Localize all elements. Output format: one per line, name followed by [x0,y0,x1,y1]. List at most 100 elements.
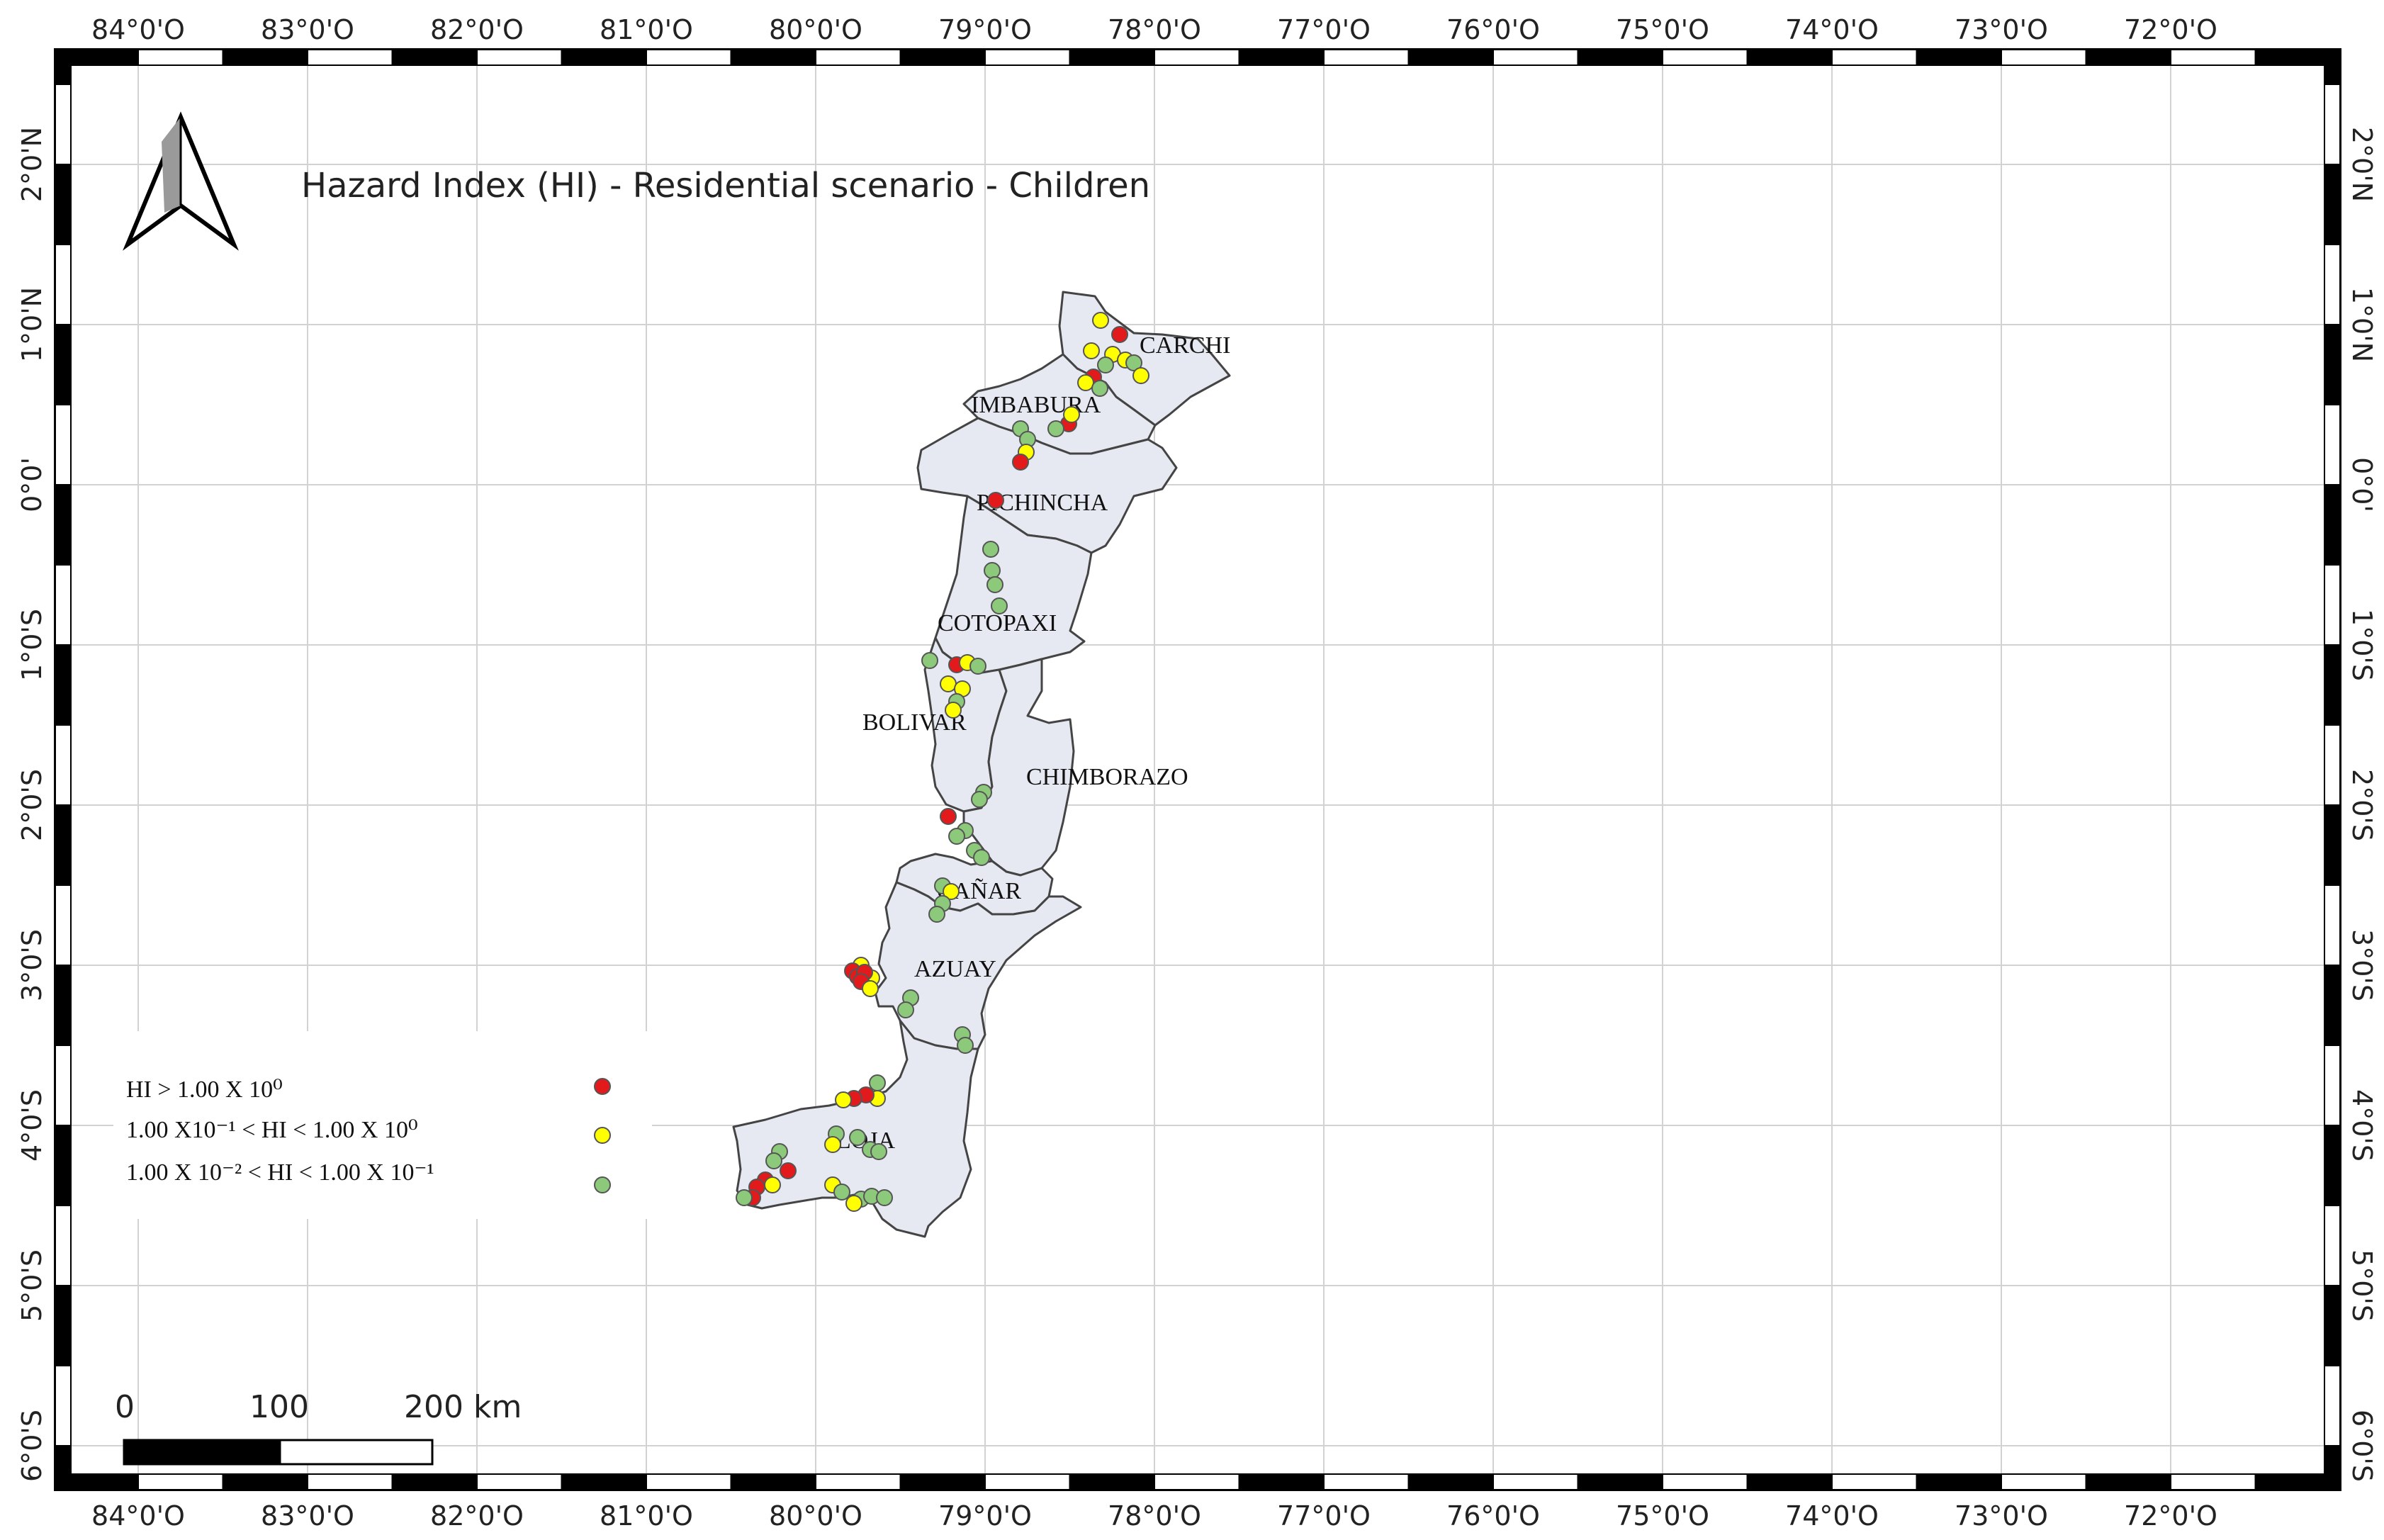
frame-tick-right [2324,1445,2341,1490]
frame-tick-bottom [984,1473,1071,1490]
frame-tick-bottom [2170,1473,2256,1490]
frame-tick-top [1577,49,1663,66]
frame-tick-top [2001,49,2087,66]
top-axis-label: 76°0'O [1446,14,1540,45]
point-high [987,492,1004,509]
top-axis-label: 79°0'O [938,14,1032,45]
frame-tick-left [55,84,72,165]
top-axis-label: 72°0'O [2124,14,2217,45]
point-low [928,906,945,923]
frame-tick-right [2324,884,2341,966]
frame-tick-right [2324,164,2341,245]
sample-points [736,312,1149,1212]
frame-tick-right [2324,244,2341,325]
point-high [940,808,957,825]
frame-tick-top [1238,49,1325,66]
frame-tick-top [1492,49,1579,66]
province-label-azuay: AZUAY [914,956,996,982]
point-medium [845,1195,862,1212]
frame-tick-bottom [1069,1473,1155,1490]
scale-bar-segment-dark [123,1439,281,1466]
frame-tick-bottom [815,1473,901,1490]
right-axis-labels: 2°0'N 1°0'N 0°0' 1°0'S 2°0'S 3°0'S 4°0'S 5°0'S 6… [2346,127,2378,1482]
frame-tick-top [1662,49,1748,66]
frame-tick-top [646,49,732,66]
top-axis-labels: 84°0'O 83°0'O 82°0'O 81°0'O 80°0'O 79°0'O 78°0… [91,14,2217,45]
map-frame [54,48,2341,1491]
frame-tick-right [2324,724,2341,806]
top-axis-label: 84°0'O [91,14,185,45]
top-axis-label: 74°0'O [1785,14,1879,45]
point-low [984,562,1001,579]
frame-tick-bottom [222,1473,308,1490]
point-low [897,1001,914,1018]
left-axis-label: 6°0'S [16,1410,47,1482]
frame-tick-top [815,49,901,66]
frame-tick-right [2324,1205,2341,1286]
bottom-axis-label: 76°0'O [1446,1500,1540,1531]
point-low [973,849,990,866]
right-axis-label: 1°0'N [2346,287,2378,362]
frame-tick-bottom [1407,1473,1494,1490]
right-axis-label: 0°0' [2346,457,2378,512]
left-axis-labels: 2°0'N 1°0'N 0°0' 1°0'S 2°0'S 3°0'S 4°0'S 5°0'S 6… [16,127,47,1482]
province-label-chimborazo: CHIMBORAZO [1026,764,1188,790]
point-high [1111,326,1128,343]
frame-tick-top [391,49,478,66]
legend: HI > 1.00 X 10⁰ 1.00 X10⁻¹ < HI < 1.00 X… [113,1031,652,1219]
legend-label-medium: 1.00 X10⁻¹ < HI < 1.00 X 10⁰ [126,1117,418,1143]
point-medium [1092,312,1109,329]
frame-tick-right [2324,84,2341,165]
top-axis-label: 77°0'O [1277,14,1371,45]
frame-tick-bottom [476,1473,563,1490]
frame-tick-top [561,49,647,66]
frame-tick-bottom [730,1473,816,1490]
frame-tick-bottom [137,1473,224,1490]
right-axis-label: 3°0'S [2346,929,2378,1001]
bottom-axis-label: 81°0'O [600,1500,693,1531]
top-axis-label: 78°0'O [1108,14,1201,45]
left-axis-label: 4°0'S [16,1089,47,1162]
frame-tick-left [55,1365,72,1446]
left-axis-label: 2°0'N [16,127,47,202]
right-axis-label: 5°0'S [2346,1249,2378,1322]
frame-tick-bottom [1746,1473,1833,1490]
frame-tick-bottom [391,1473,478,1490]
left-axis-label: 1°0'N [16,287,47,362]
frame-tick-right [2324,404,2341,485]
point-medium [764,1176,781,1193]
point-medium [862,980,879,997]
legend-label-high: HI > 1.00 X 10⁰ [126,1077,283,1103]
frame-tick-bottom [1238,1473,1325,1490]
point-medium [1083,342,1100,359]
frame-tick-bottom [1154,1473,1240,1490]
frame-tick-right [2324,49,2341,85]
frame-tick-bottom [1831,1473,1918,1490]
frame-tick-top [476,49,563,66]
legend-box [113,1031,652,1219]
frame-tick-top [1154,49,1240,66]
point-low [991,597,1008,614]
point-medium [943,883,960,900]
point-low [833,1184,850,1201]
frame-tick-bottom [1662,1473,1748,1490]
bottom-axis-label: 78°0'O [1108,1500,1201,1531]
point-low [876,1189,893,1206]
left-axis-label: 1°0'S [16,609,47,681]
province-azuay [874,881,1082,1050]
frame-tick-top [137,49,224,66]
frame-tick-top [2170,49,2256,66]
frame-tick-left [55,965,72,1046]
bottom-axis-label: 82°0'O [430,1500,524,1531]
legend-swatch-high [594,1078,611,1095]
left-axis-label: 3°0'S [16,929,47,1001]
province-label-cotopaxi: COTOPAXI [938,610,1057,636]
frame-tick-right [2324,1285,2341,1366]
province-label-imbabura: IMBABURA [971,392,1101,418]
point-low [1097,356,1114,373]
frame-tick-right [2324,324,2341,405]
scale-label-100: 100 [249,1389,309,1425]
frame-tick-top [1323,49,1410,66]
frame-tick-left [55,244,72,325]
